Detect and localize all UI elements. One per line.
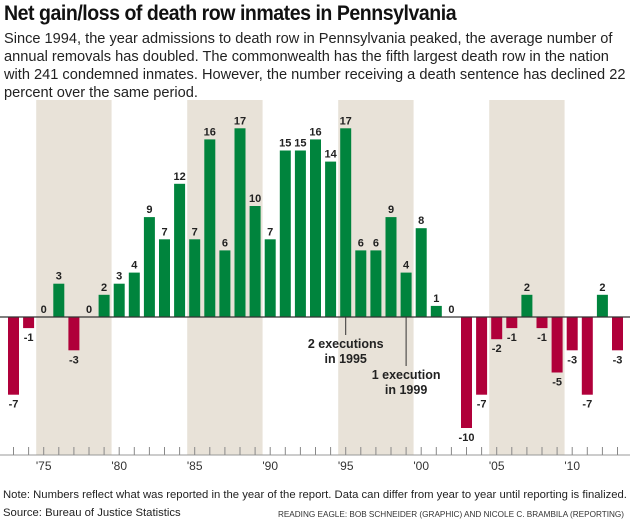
chart-title: Net gain/loss of death row inmates in Pe…	[4, 2, 457, 25]
annotation-text: in 1995	[325, 352, 367, 366]
bar-1979	[98, 294, 110, 317]
data-label-1992: 15	[294, 138, 306, 150]
data-label-1976: 3	[56, 271, 62, 283]
bar-2000	[415, 228, 427, 317]
bar-2009	[551, 317, 563, 373]
data-label-1993: 16	[309, 126, 321, 138]
bar-1973	[8, 317, 19, 395]
bar-1977	[68, 317, 80, 351]
data-label-2007: 2	[524, 282, 530, 294]
x-tick-label: '75	[36, 459, 52, 473]
data-label-1990: 7	[267, 226, 273, 238]
bar-2005	[491, 317, 503, 340]
bar-1981	[128, 272, 140, 317]
data-label-1998: 9	[388, 204, 394, 216]
bar-2010	[566, 317, 578, 351]
x-tick-label: '85	[187, 459, 203, 473]
data-label-2002: 0	[448, 304, 454, 316]
bar-1988	[234, 128, 246, 317]
bar-2001	[430, 305, 442, 317]
bar-1980	[113, 283, 125, 317]
data-label-1981: 4	[131, 260, 138, 272]
bar-1983	[159, 239, 170, 317]
shaded-band	[489, 100, 565, 455]
data-label-1989: 10	[249, 193, 261, 205]
bar-1996	[355, 250, 367, 317]
data-label-1985: 7	[192, 226, 198, 238]
data-label-1977: -3	[69, 354, 79, 366]
data-label-2006: -1	[507, 332, 517, 344]
bar-2003	[461, 317, 472, 428]
bar-1991	[279, 150, 291, 317]
data-label-1996: 6	[358, 237, 364, 249]
chart-subtitle: Since 1994, the year admissions to death…	[4, 31, 626, 101]
x-tick-label: '00	[413, 459, 429, 473]
data-label-2003: -10	[459, 432, 475, 444]
bar-2012	[596, 294, 608, 317]
data-label-2013: -3	[613, 354, 623, 366]
annotation-text: 2 executions	[308, 337, 384, 351]
data-label-2010: -3	[567, 354, 577, 366]
source: Source: Bureau of Justice Statistics	[3, 507, 181, 519]
data-label-1997: 6	[373, 237, 379, 249]
data-label-1994: 14	[324, 149, 337, 161]
bar-1997	[370, 250, 382, 317]
data-label-1988: 17	[234, 115, 246, 127]
data-label-1991: 15	[279, 138, 291, 150]
bar-2007	[521, 294, 533, 317]
bar-1998	[385, 217, 397, 317]
bar-1989	[249, 206, 261, 317]
data-label-2011: -7	[582, 399, 592, 411]
bar-1974	[23, 317, 35, 329]
bar-1994	[325, 161, 337, 317]
data-label-1978: 0	[86, 304, 92, 316]
x-tick-label: '10	[564, 459, 580, 473]
bar-2004	[476, 317, 488, 395]
bar-1992	[294, 150, 306, 317]
data-label-2012: 2	[599, 282, 605, 294]
data-label-1974: -1	[24, 332, 34, 344]
data-label-1984: 12	[173, 171, 185, 183]
data-label-1987: 6	[222, 237, 228, 249]
data-label-2001: 1	[433, 293, 439, 305]
x-tick-label: '95	[338, 459, 354, 473]
data-label-1975: 0	[41, 304, 47, 316]
bar-1990	[264, 239, 276, 317]
bar-1986	[204, 139, 216, 317]
x-tick-label: '90	[262, 459, 278, 473]
note: Note: Numbers reflect what was reported …	[3, 489, 627, 501]
bar-1993	[310, 139, 321, 317]
data-label-1999: 4	[403, 260, 410, 272]
data-label-1982: 9	[146, 204, 152, 216]
bar-2013	[612, 317, 623, 351]
bar-2011	[581, 317, 593, 395]
data-label-1986: 16	[204, 126, 216, 138]
data-label-1983: 7	[161, 226, 167, 238]
x-tick-label: '05	[489, 459, 505, 473]
data-label-1973: -7	[9, 399, 19, 411]
bar-1995	[340, 128, 352, 317]
data-label-2008: -1	[537, 332, 547, 344]
bar-1999	[400, 272, 412, 317]
x-tick-label: '80	[111, 459, 127, 473]
shaded-band	[36, 100, 112, 455]
bar-1976	[53, 283, 65, 317]
data-label-2004: -7	[477, 399, 487, 411]
data-label-1979: 2	[101, 282, 107, 294]
bar-1985	[189, 239, 201, 317]
annotation-text: 1 execution	[372, 368, 441, 382]
data-label-2000: 8	[418, 215, 424, 227]
data-label-1980: 3	[116, 271, 122, 283]
data-label-1995: 17	[340, 115, 352, 127]
bar-1982	[143, 217, 155, 317]
data-label-2009: -5	[552, 377, 562, 389]
data-label-2005: -2	[492, 343, 502, 355]
bar-1984	[174, 183, 186, 317]
bar-2008	[536, 317, 548, 329]
bar-1987	[219, 250, 231, 317]
credit: READING EAGLE: BOB SCHNEIDER (GRAPHIC) A…	[277, 510, 624, 519]
bar-2006	[506, 317, 518, 329]
annotation-text: in 1999	[385, 383, 427, 397]
